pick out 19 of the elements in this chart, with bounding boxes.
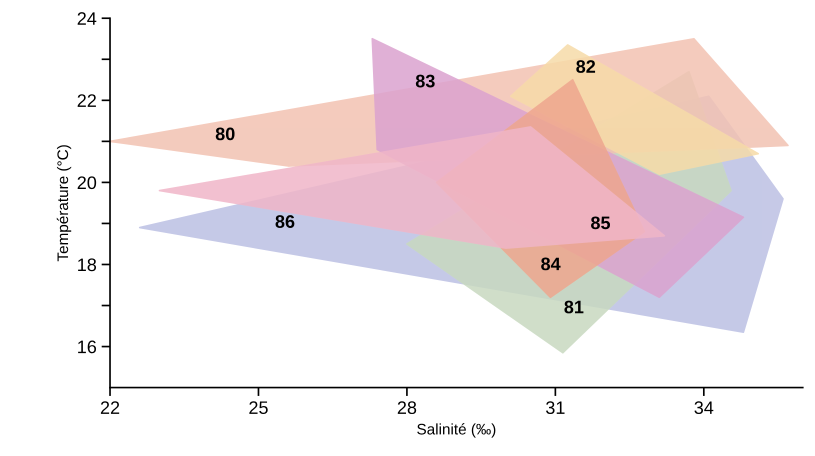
series-label: 86 xyxy=(276,215,294,228)
y-tick-label: 20 xyxy=(78,176,96,190)
x-tick-label: 22 xyxy=(100,401,120,414)
y-axis-title: Température (°C) xyxy=(56,145,72,262)
series-label: 80 xyxy=(216,128,235,140)
y-tick-label: 18 xyxy=(78,258,96,272)
x-tick-label: 34 xyxy=(694,401,714,414)
x-axis-title: Salinité (‰) xyxy=(417,423,496,438)
series-label: 83 xyxy=(416,74,435,88)
series-label: 85 xyxy=(591,216,610,230)
y-tick-label: 16 xyxy=(78,340,96,354)
series-label: 84 xyxy=(541,258,561,270)
x-tick-label: 25 xyxy=(249,401,268,414)
x-tick-label: 31 xyxy=(546,401,565,414)
series-label: 81 xyxy=(564,300,584,314)
x-tick-label: 28 xyxy=(398,401,416,414)
y-tick-label: 24 xyxy=(78,12,96,25)
series-label: 82 xyxy=(576,60,596,73)
y-tick-label: 22 xyxy=(78,94,96,107)
